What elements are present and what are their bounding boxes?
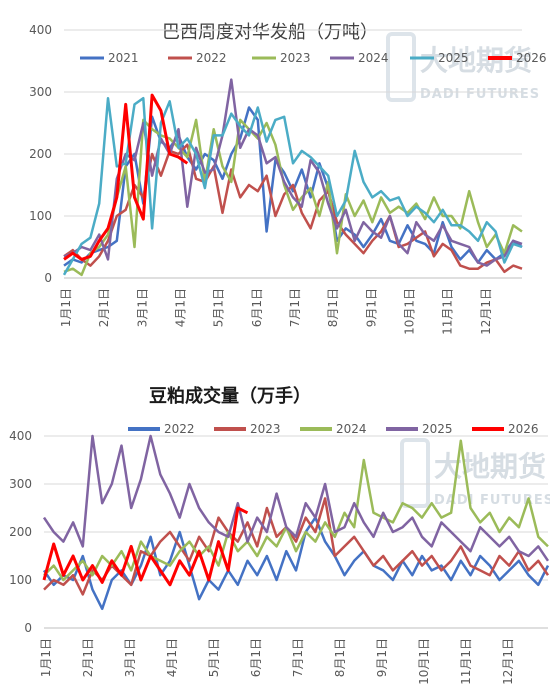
chart-2: 0 100 200 300 400 1月1日 2月1日 3月1日 4月1日 5月1日 6月1日 7月1… [9,422,550,685]
chart-1: 0 100 200 300 400 1月1日 2月1日 3月1日 4月1日 5月1日 6月1日 7月1… [29,23,546,335]
y-tick-label: 400 [9,429,32,443]
x-tick-label: 4月1日 [174,288,188,327]
x-tick-label: 8月1日 [326,288,340,327]
watermark-logo-icon [400,438,430,508]
watermark-cn: 大地期货 [420,44,532,77]
series-line-2025 [62,96,523,276]
y-tick-label: 0 [24,621,32,635]
x-tick-label: 6月1日 [249,638,263,677]
series-line-2022 [63,143,523,274]
series-line-2024 [43,439,549,582]
x-tick-label: 9月1日 [375,638,389,677]
watermark-1: 大地期货 DADI FUTURES [386,32,540,102]
x-tick-label: 7月1日 [291,638,305,677]
legend-label-2022: 2022 [196,51,227,65]
x-tick-label: 5月1日 [207,638,221,677]
series-line-2025 [42,434,550,562]
x-tick-label: 9月1日 [364,288,378,327]
x-tick-label: 1月1日 [39,638,53,677]
x-tick-label: 10月1日 [417,638,431,685]
series-line-2026 [42,506,249,587]
x-tick-label: 8月1日 [333,638,347,677]
x-tick-label: 4月1日 [165,638,179,677]
x-tick-label: 10月1日 [403,288,417,335]
watermark-logo-icon [386,32,416,102]
legend-label-2022: 2022 [164,422,195,436]
watermark-en: DADI FUTURES [434,493,550,508]
y-tick-label: 100 [29,209,52,223]
x-tick-label: 1月1日 [59,288,73,327]
y-tick-label: 300 [9,477,32,491]
series-line-2026 [63,93,189,261]
legend-label-2021: 2021 [108,51,139,65]
series-line-2023 [43,497,550,596]
y-tick-label: 200 [9,525,32,539]
legend-label-2025: 2025 [438,51,469,65]
x-tick-label: 11月1日 [441,288,455,335]
watermark-en: DADI FUTURES [420,87,540,102]
y-tick-label: 100 [9,573,32,587]
series-line-2022 [42,516,550,611]
series-line-2024 [63,78,523,267]
x-tick-label: 3月1日 [123,638,137,677]
x-tick-label: 11月1日 [459,638,473,685]
x-tick-label: 2月1日 [97,288,111,327]
legend-label-2024: 2024 [358,51,389,65]
x-tick-label: 7月1日 [288,288,302,327]
legend-label-2026: 2026 [516,51,547,65]
x-tick-label: 6月1日 [250,288,264,327]
x-tick-label: 12月1日 [479,288,493,335]
x-tick-label: 5月1日 [212,288,226,327]
x-tick-label: 12月1日 [501,638,515,685]
y-tick-label: 200 [29,147,52,161]
y-tick-label: 300 [29,85,52,99]
x-tick-label: 2月1日 [81,638,95,677]
legend-label-2026: 2026 [508,422,539,436]
legend-label-2023: 2023 [280,51,311,65]
legend-label-2024: 2024 [336,422,367,436]
y-tick-label: 400 [29,23,52,37]
chart-1-title: 巴西周度对华发船（万吨） [162,22,378,43]
y-tick-label: 0 [44,271,52,285]
legend-label-2025: 2025 [422,422,453,436]
chart-2-title: 豆粕成交量（万手） [149,385,311,407]
legend-label-2023: 2023 [250,422,281,436]
watermark-cn: 大地期货 [434,450,546,483]
watermark-2: 大地期货 DADI FUTURES [400,438,550,508]
x-tick-label: 3月1日 [135,288,149,327]
